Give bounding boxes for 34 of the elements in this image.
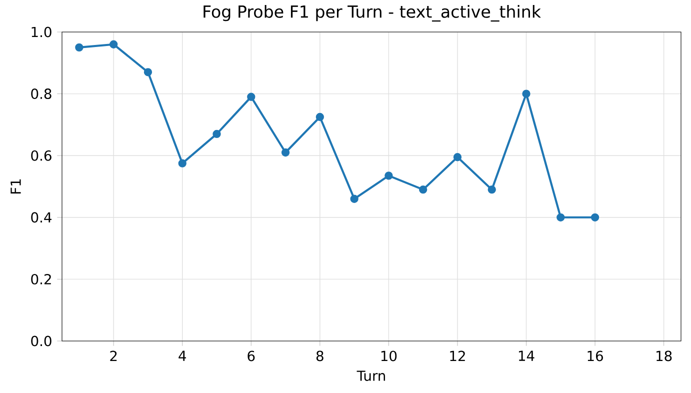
point <box>419 186 428 194</box>
x-tick-label: 4 <box>178 350 186 361</box>
point <box>144 68 152 76</box>
point <box>488 186 496 194</box>
point <box>75 43 84 52</box>
x-tick-label: 8 <box>316 350 324 362</box>
y-tick-label: 0.0 <box>31 336 52 346</box>
point <box>178 159 186 168</box>
y-tick-label: 0.8 <box>31 88 52 100</box>
x-tick-label: 12 <box>450 350 465 361</box>
y-tick-label: 1.0 <box>32 26 52 38</box>
point <box>247 92 256 101</box>
x-tick-label: 6 <box>248 350 255 362</box>
point <box>453 153 462 162</box>
point <box>281 148 290 157</box>
x-tick-label: 10 <box>381 350 397 362</box>
x-tick-label: 14 <box>518 350 534 361</box>
point <box>212 130 221 138</box>
x-tick-label: 2 <box>110 350 117 361</box>
point <box>522 90 530 98</box>
x-tick-label: 18 <box>656 350 672 362</box>
point <box>316 112 324 122</box>
y-tick-label: 0.4 <box>31 212 52 223</box>
x-tick-label: 16 <box>588 350 603 362</box>
point <box>384 172 393 180</box>
y-axis-title: F1 <box>10 179 21 194</box>
point <box>590 213 600 222</box>
y-tick-label: 0.6 <box>31 150 52 161</box>
point <box>350 194 358 203</box>
point <box>556 213 565 222</box>
chart-title: Fog Probe F1 per Turn - text_active_think <box>204 5 541 22</box>
x-axis-title: Turn <box>356 370 386 381</box>
y-tick-label: 0.2 <box>31 274 51 284</box>
point <box>109 40 118 48</box>
